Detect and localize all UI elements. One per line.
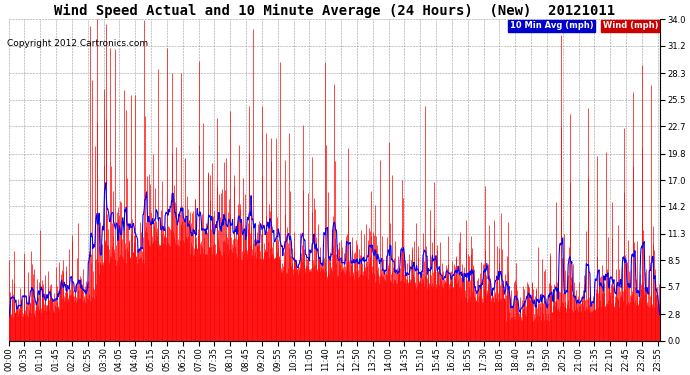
Title: Wind Speed Actual and 10 Minute Average (24 Hours)  (New)  20121011: Wind Speed Actual and 10 Minute Average … — [54, 4, 615, 18]
Text: 10 Min Avg (mph): 10 Min Avg (mph) — [510, 21, 593, 30]
Text: Copyright 2012 Cartronics.com: Copyright 2012 Cartronics.com — [7, 39, 148, 48]
Text: Wind (mph): Wind (mph) — [602, 21, 658, 30]
